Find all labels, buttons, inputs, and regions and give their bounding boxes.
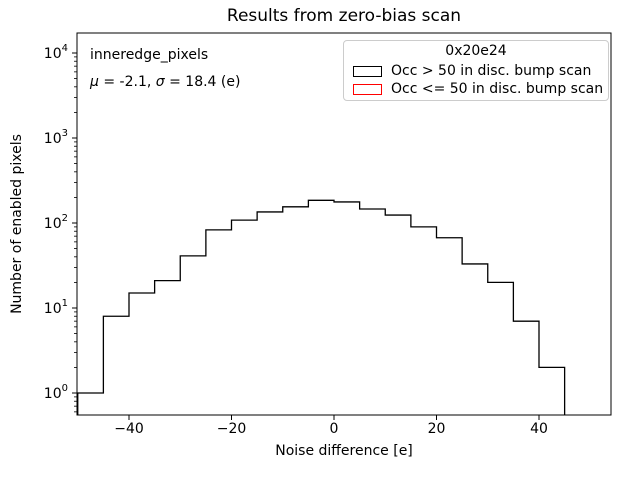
x-tick-label: −40 [114, 421, 144, 437]
annotation-stats-segment: = -2.1, [98, 74, 156, 90]
legend-entry-label: Occ <= 50 in disc. bump scan [391, 81, 604, 97]
annotation-stats-segment: σ [155, 74, 165, 90]
legend-box: 0x20e24 Occ > 50 in disc. bump scan Occ … [343, 40, 609, 101]
histogram-series [77, 199, 566, 415]
plot-frame [76, 32, 612, 416]
legend-entry-label: Occ > 50 in disc. bump scan [391, 63, 592, 79]
y-tick-label: 104 [44, 43, 68, 62]
legend-swatch-black-icon [353, 65, 382, 77]
y-axis-label: Number of enabled pixels [9, 134, 25, 314]
x-tick-label: 0 [330, 421, 339, 437]
annotation-stats-segment: μ [90, 74, 99, 90]
x-tick-label: −20 [217, 421, 247, 437]
y-tick-label: 101 [44, 298, 68, 317]
annotation-dataset-label: inneredge_pixels [90, 47, 209, 63]
chart-title: Results from zero-bias scan [226, 6, 462, 26]
x-axis-label: Noise difference [e] [275, 443, 413, 459]
legend-entry: Occ > 50 in disc. bump scan [344, 63, 608, 79]
legend-swatch-red-icon [353, 83, 382, 95]
y-tick-label: 100 [44, 383, 68, 402]
y-tick-label: 103 [44, 128, 68, 147]
legend-entry: Occ <= 50 in disc. bump scan [344, 81, 608, 97]
annotation-stats-segment: = 18.4 (e) [164, 74, 241, 90]
legend-title: 0x20e24 [445, 43, 507, 59]
annotation-stats: μ = -2.1, σ = 18.4 (e) [90, 74, 240, 90]
y-tick-label: 102 [44, 213, 68, 232]
x-tick-label: 40 [530, 421, 548, 437]
x-tick-label: 20 [428, 421, 446, 437]
